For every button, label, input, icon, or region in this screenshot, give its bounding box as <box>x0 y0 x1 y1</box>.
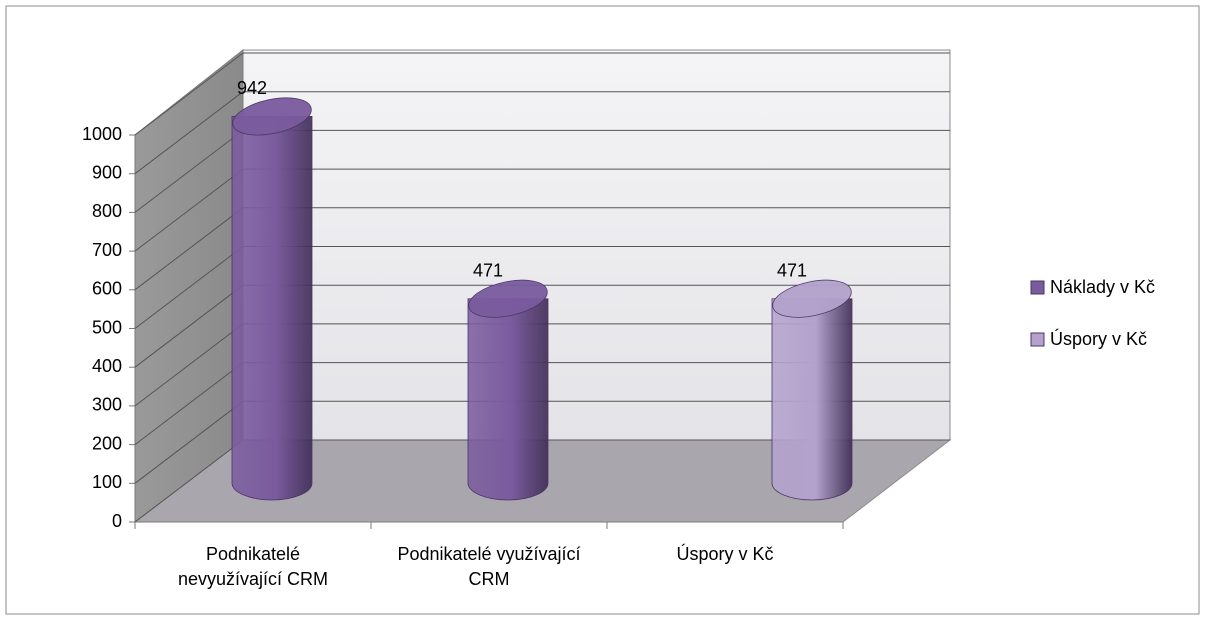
grid-line <box>134 52 244 136</box>
y-tick-label: 500 <box>92 317 122 337</box>
grid-line <box>134 323 244 407</box>
legend-swatch <box>1030 280 1045 295</box>
legend-swatch <box>1030 332 1045 347</box>
legend-label: Náklady v Kč <box>1050 277 1155 297</box>
cylinder-body <box>771 298 853 501</box>
y-tick-label: 400 <box>92 356 122 376</box>
y-tick-label: 600 <box>92 279 122 299</box>
legend-label: Úspory v Kč <box>1050 328 1147 349</box>
cylinder-body <box>231 116 313 501</box>
y-tick-label: 800 <box>92 201 122 221</box>
x-tick-label: Podnikatelé nevyužívající CRM <box>177 544 329 589</box>
x-tick-label: Úspory v Kč <box>676 544 774 564</box>
grid-line <box>134 246 244 329</box>
grid-line <box>134 400 244 484</box>
value-label: 471 <box>473 260 503 280</box>
cylinder-top <box>468 279 548 318</box>
cylinder-top <box>232 97 312 136</box>
y-tick-label: 900 <box>92 162 122 182</box>
y-tick-label: 200 <box>92 433 122 453</box>
grid-line <box>134 91 244 175</box>
y-tick-label: 300 <box>92 395 122 415</box>
grid-line <box>134 130 244 213</box>
grid-line <box>134 284 244 368</box>
cylinder-body <box>467 298 549 501</box>
grid-line <box>134 362 244 445</box>
y-tick-label: 1000 <box>82 124 122 144</box>
cylinder-top <box>772 279 852 318</box>
y-tick-label: 700 <box>92 240 122 260</box>
grid-line <box>134 207 244 291</box>
grid-line <box>134 168 244 252</box>
y-tick-label: 100 <box>92 472 122 492</box>
value-label: 942 <box>237 78 267 98</box>
value-label: 471 <box>777 260 807 280</box>
y-tick-label: 0 <box>112 511 122 531</box>
x-tick-label: Podnikatelé využívající CRM <box>397 544 581 589</box>
grid-line <box>134 439 244 523</box>
